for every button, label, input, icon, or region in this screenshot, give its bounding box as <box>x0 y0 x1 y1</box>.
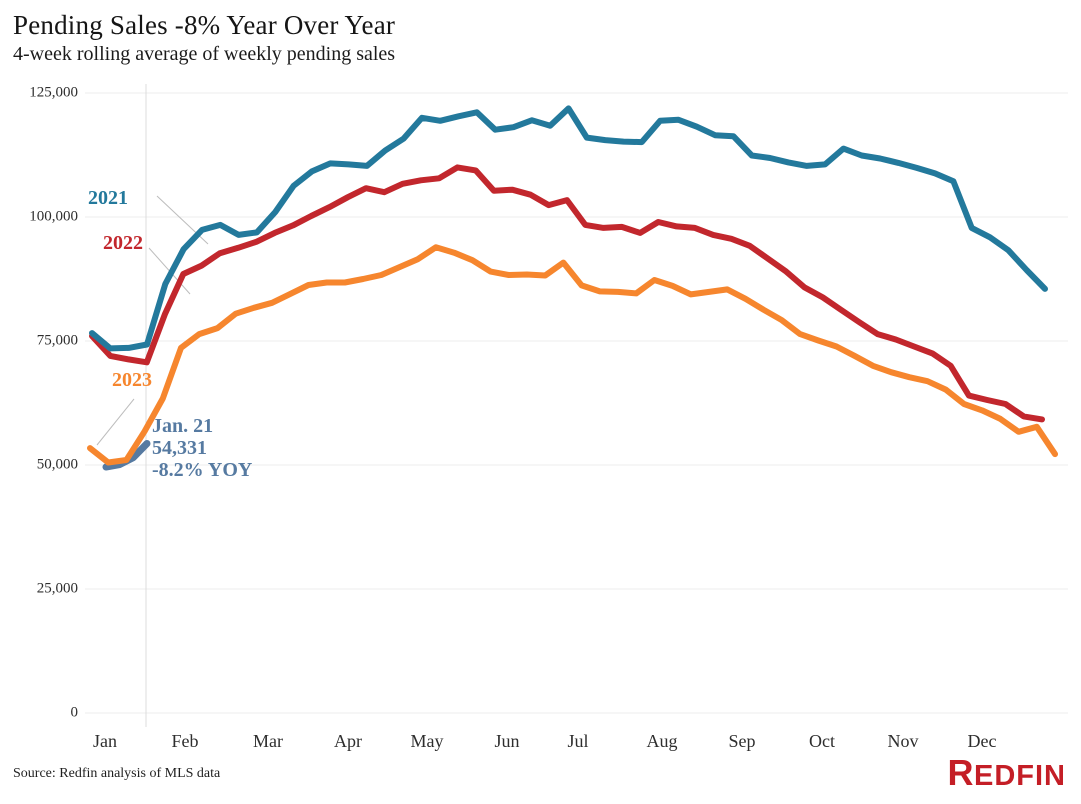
x-tick-label-Jun: Jun <box>494 731 520 751</box>
x-tick-label-May: May <box>410 731 444 751</box>
y-tick-label-100,000: 100,000 <box>29 208 78 225</box>
redfin-logo: R EDFIN <box>948 755 1067 791</box>
annotation-line-2: -8.2% YOY <box>152 459 253 481</box>
x-tick-label-Jul: Jul <box>567 731 589 751</box>
series-label-2022: 2022 <box>103 232 143 254</box>
series-label-2023: 2023 <box>112 369 152 391</box>
y-tick-label-125,000: 125,000 <box>29 84 78 101</box>
series-line-2021 <box>89 105 1048 352</box>
chart-title: Pending Sales -8% Year Over Year <box>13 10 396 40</box>
label-leader-line-2 <box>96 398 135 446</box>
redfin-logo-first-letter: R <box>947 752 974 793</box>
x-tick-label-Mar: Mar <box>253 731 283 751</box>
x-tick-label-Dec: Dec <box>967 731 997 751</box>
y-tick-label-0: 0 <box>70 704 79 721</box>
y-tick-label-25,000: 25,000 <box>36 580 78 597</box>
x-tick-label-Oct: Oct <box>809 731 835 751</box>
x-tick-label-Apr: Apr <box>334 731 362 751</box>
chart-subtitle: 4-week rolling average of weekly pending… <box>13 43 396 65</box>
y-tick-label-75,000: 75,000 <box>36 332 78 349</box>
label-leader-line-0 <box>156 195 209 245</box>
source-note: Source: Redfin analysis of MLS data <box>13 766 221 781</box>
x-tick-label-Nov: Nov <box>887 731 919 751</box>
x-tick-label-Aug: Aug <box>646 731 678 751</box>
series-label-2021: 2021 <box>88 187 128 209</box>
redfin-logo-rest: EDFIN <box>974 760 1066 792</box>
latest-point-annotation: Jan. 21 54,331 -8.2% YOY <box>152 415 252 481</box>
x-tick-label-Sep: Sep <box>728 731 756 751</box>
annotation-line-1: 54,331 <box>152 437 207 459</box>
series-line-2023 <box>87 244 1058 466</box>
annotation-line-0: Jan. 21 <box>152 415 214 437</box>
y-tick-label-50,000: 50,000 <box>36 456 78 473</box>
x-tick-label-Jan: Jan <box>93 731 117 751</box>
series-line-2022 <box>89 164 1045 423</box>
x-tick-label-Feb: Feb <box>171 731 199 751</box>
